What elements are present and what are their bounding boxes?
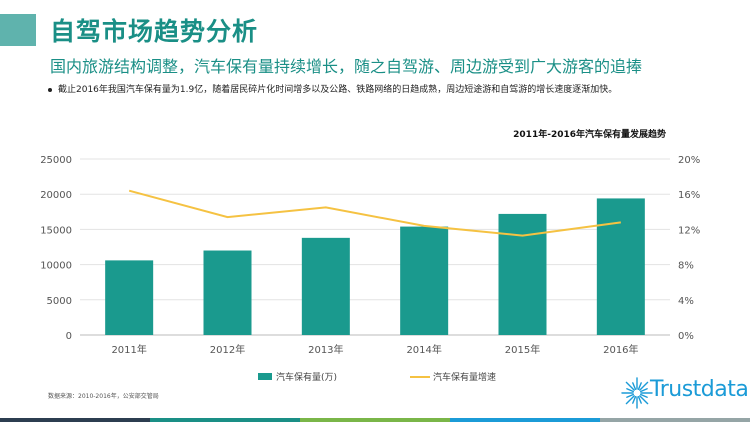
y-tick-label: 20000 [40,190,72,201]
y2-tick-label: 4% [678,296,694,307]
bar [203,250,252,335]
bar [400,226,449,335]
bar [596,198,645,335]
y2-tick-label: 8% [678,261,694,272]
legend-line-label: 汽车保有量增速 [433,371,496,383]
page-subtitle: 国内旅游结构调整，汽车保有量持续增长，随之自驾游、周边游受到广大游客的追捧 [50,57,643,76]
y-axis-left: 0 5000 10000 15000 20000 25000 [40,155,72,342]
y-tick-label: 25000 [40,155,72,166]
y2-tick-label: 16% [678,190,700,201]
x-tick-label: 2016年 [603,343,638,356]
bottom-color-strip [0,418,750,422]
chart-title: 2011年-2016年汽车保有量发展趋势 [513,130,666,140]
data-source: 数据来源：2010-2016年，公安部交管局 [48,393,159,400]
x-tick-label: 2012年 [210,343,245,356]
title-accent-bar [0,14,36,44]
chart-grid [80,158,670,336]
title-accent-line [0,44,36,46]
legend-bar-label: 汽车保有量(万) [276,371,337,383]
x-tick-label: 2011年 [111,343,146,356]
bar [301,237,350,335]
y-tick-label: 5000 [47,296,72,307]
y2-tick-label: 12% [678,225,700,236]
y-tick-label: 15000 [40,225,72,236]
bullet-dot-icon [48,87,52,92]
x-tick-label: 2013年 [308,343,343,356]
legend-bar-swatch [258,373,272,380]
chart-bars [105,198,645,335]
bar [105,260,154,335]
bullet-point: 截止2016年我国汽车保有量为1.9亿，随着居民碎片化时间增多以及公路、铁路网络… [48,82,617,95]
y2-tick-label: 0% [678,331,694,342]
y-axis-right: 0% 4% 8% 12% 16% 20% [678,155,700,342]
page-title: 自驾市场趋势分析 [50,17,259,46]
x-axis: 2011年 2012年 2013年 2014年 2015年 2016年 [111,343,638,356]
x-tick-label: 2015年 [505,343,540,356]
y2-tick-label: 20% [678,155,700,166]
growth-line [128,189,621,237]
bar [498,213,547,335]
y-tick-label: 10000 [40,261,72,272]
x-tick-label: 2014年 [406,343,441,356]
chart-line [128,189,621,237]
bullet-text: 截止2016年我国汽车保有量为1.9亿，随着居民碎片化时间增多以及公路、铁路网络… [58,85,618,95]
logo-text: Trustdata [650,377,749,402]
y-tick-label: 0 [66,331,72,342]
chart-legend: 汽车保有量(万) 汽车保有量增速 [258,371,496,383]
trustdata-logo: Trustdata [620,373,749,413]
starburst-logo-icon [621,377,653,409]
